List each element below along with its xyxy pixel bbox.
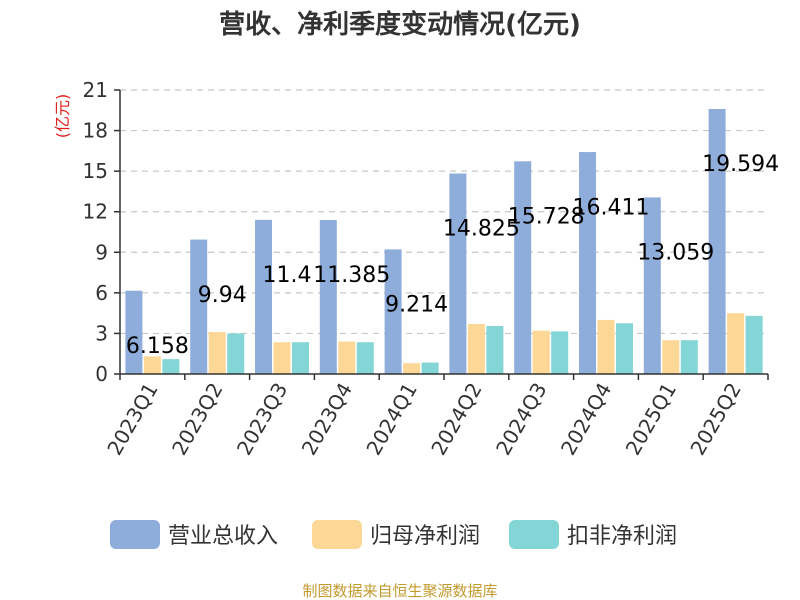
- bar: [680, 340, 698, 374]
- y-tick-label: 15: [83, 159, 108, 183]
- bar: [662, 340, 680, 374]
- bar: [514, 161, 532, 374]
- legend-label: 营业总收入: [168, 524, 278, 549]
- bar: [727, 313, 745, 374]
- y-tick-label: 6: [95, 281, 108, 305]
- y-axis-ticks: 0 3 6 9 12 15 18 21: [83, 78, 120, 386]
- bar: [125, 290, 143, 374]
- legend-swatch: [312, 520, 362, 549]
- data-label: 9.214: [385, 293, 448, 318]
- x-tick-label: 2024Q3: [491, 379, 551, 460]
- bar: [356, 342, 374, 374]
- bar: [319, 220, 337, 374]
- x-tick-label: 2025Q2: [685, 379, 745, 460]
- legend-item[interactable]: 归母净利润: [312, 520, 480, 549]
- bar: [421, 362, 439, 374]
- legend[interactable]: 营业总收入 归母净利润 扣非净利润: [110, 520, 677, 549]
- legend-item[interactable]: 扣非净利润: [509, 520, 677, 549]
- legend-swatch: [110, 520, 160, 549]
- data-label: 9.94: [198, 283, 247, 308]
- data-label: 11.4: [263, 263, 312, 288]
- bar: [745, 315, 763, 374]
- bar: [143, 356, 161, 374]
- x-tick-label: 2024Q4: [556, 379, 616, 460]
- data-label: 11.385: [313, 263, 390, 288]
- bar: [551, 331, 569, 374]
- x-axis-ticks: 2023Q1 2023Q2 2023Q3 2023Q4 2024Q1 2024Q2 2024…: [102, 374, 769, 460]
- bar: [579, 152, 596, 374]
- y-tick-label: 3: [95, 321, 108, 345]
- bar: [616, 323, 633, 374]
- bar: [384, 249, 402, 374]
- bar: [467, 323, 485, 374]
- x-tick-label: 2024Q1: [361, 379, 421, 460]
- bar: [162, 359, 180, 374]
- x-tick-label: 2024Q2: [426, 379, 486, 460]
- y-tick-label: 9: [95, 240, 108, 264]
- y-axis-label: (亿元): [53, 94, 72, 139]
- bar: [190, 239, 208, 374]
- bar: [708, 109, 726, 375]
- y-tick-label: 21: [83, 78, 108, 102]
- legend-swatch: [509, 520, 559, 549]
- x-tick-label: 2023Q1: [102, 379, 162, 460]
- bar: [208, 332, 226, 374]
- bars: [125, 109, 763, 375]
- data-label: 13.059: [637, 241, 714, 266]
- data-labels: 6.158 9.94 11.4 11.385 9.214 14.82515.72816.4…: [126, 152, 779, 359]
- legend-label: 归母净利润: [370, 524, 480, 549]
- legend-item[interactable]: 营业总收入: [110, 520, 278, 549]
- bar: [597, 319, 615, 374]
- bar: [449, 173, 467, 374]
- data-label: 15.728: [508, 205, 585, 230]
- bar: [403, 363, 421, 374]
- bar: [338, 341, 356, 374]
- y-tick-label: 18: [83, 119, 108, 143]
- bar: [532, 330, 550, 374]
- bar: [227, 333, 245, 374]
- x-tick-label: 2023Q2: [167, 379, 227, 460]
- legend-label: 扣非净利润: [567, 524, 677, 549]
- x-tick-label: 2023Q4: [297, 379, 357, 460]
- bar: [273, 342, 291, 374]
- y-tick-label: 12: [83, 200, 108, 224]
- bar: [255, 219, 272, 374]
- data-label: 19.594: [702, 152, 779, 177]
- source-note: 制图数据来自恒生聚源数据库: [302, 582, 497, 600]
- data-label: 14.825: [443, 217, 520, 242]
- data-label: 16.411: [573, 195, 650, 220]
- x-tick-label: 2025Q1: [621, 379, 681, 460]
- data-label: 6.158: [126, 334, 189, 359]
- bar: [486, 325, 504, 374]
- y-tick-label: 0: [95, 362, 108, 386]
- x-tick-label: 2023Q3: [232, 379, 292, 460]
- bar: [292, 342, 309, 374]
- bar: [643, 197, 661, 374]
- chart-title: 营收、净利季度变动情况(亿元): [219, 9, 581, 40]
